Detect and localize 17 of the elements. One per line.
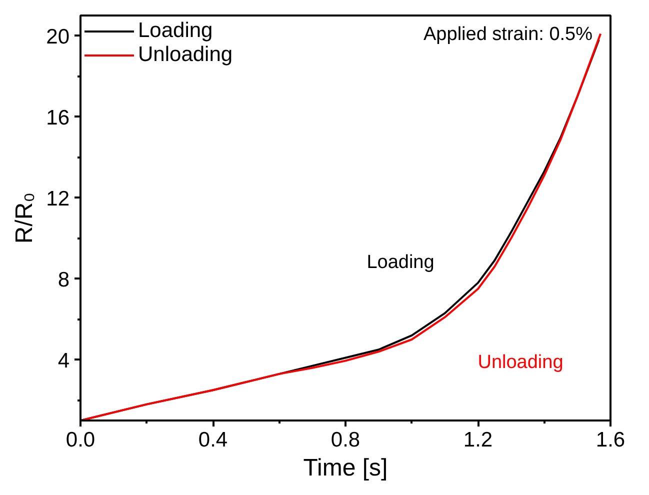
annotation: Unloading [478, 352, 564, 373]
x-tick-label: 0.0 [66, 428, 96, 452]
y-tick-label: 12 [46, 187, 70, 210]
y-axis-title: R/R₀ [11, 192, 38, 244]
y-tick-label: 8 [58, 268, 70, 292]
y-tick-label: 20 [46, 25, 70, 48]
y-tick-label: 16 [46, 106, 70, 130]
legend-label: Loading [138, 19, 213, 43]
x-axis-title: Time [s] [303, 454, 388, 482]
x-tick-label: 0.8 [330, 428, 360, 452]
legend-label: Unloading [138, 43, 233, 67]
x-tick-label: 1.6 [596, 428, 626, 452]
annotation: Loading [366, 252, 434, 273]
y-tick-label: 4 [58, 349, 70, 372]
annotation: Applied strain: 0.5% [424, 24, 593, 45]
x-tick-label: 0.4 [198, 428, 228, 452]
x-tick-label: 1.2 [463, 428, 493, 452]
